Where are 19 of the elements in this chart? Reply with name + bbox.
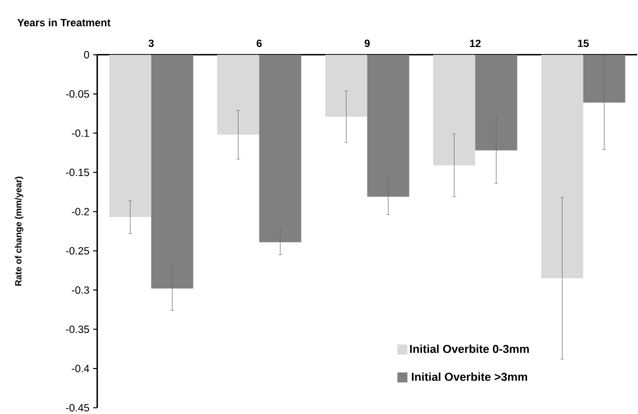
- y-tick-label: 0: [84, 51, 90, 58]
- y-tick-label: -0.25: [66, 247, 90, 255]
- legend-label: Initial Overbite >3mm: [412, 372, 528, 381]
- y-tick-label: -0.45: [66, 404, 90, 412]
- x-tick-label: 15: [578, 40, 589, 48]
- legend-label: Initial Overbite 0-3mm: [410, 344, 529, 354]
- y-tick-label: -0.05: [66, 90, 90, 98]
- x-tick-label: 3: [148, 40, 154, 48]
- y-tick-label: -0.2: [72, 208, 89, 216]
- y-tick-label: -0.4: [72, 364, 90, 372]
- x-tick-label: 9: [364, 40, 370, 48]
- y-tick-label: -0.3: [72, 286, 90, 294]
- y-tick-label: -0.15: [66, 168, 90, 176]
- x-axis-title: Years in Treatment: [17, 18, 110, 26]
- y-tick-label: -0.35: [66, 326, 90, 334]
- y-tick-label: -0.1: [72, 129, 89, 137]
- x-tick-label: 12: [470, 40, 481, 48]
- x-tick-label: 6: [256, 40, 262, 48]
- y-axis-title: Rate of change (mm/year): [14, 176, 24, 286]
